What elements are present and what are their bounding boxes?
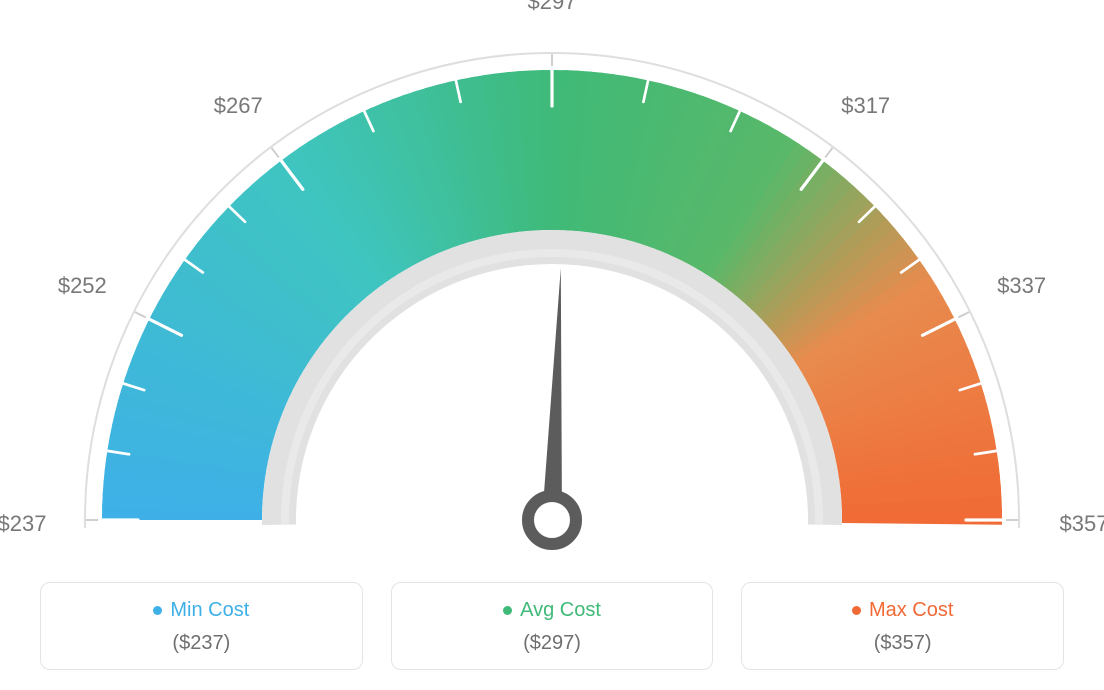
legend-text-max: Max Cost bbox=[869, 599, 953, 622]
gauge-tick-label: $252 bbox=[58, 273, 107, 299]
legend-label-max: Max Cost bbox=[852, 599, 953, 622]
legend-card-max: Max Cost ($357) bbox=[741, 582, 1064, 670]
cost-gauge-chart: $237 $252 $267 $297 $317 $337 $357 bbox=[0, 0, 1104, 560]
legend-label-avg: Avg Cost bbox=[503, 599, 601, 622]
legend-dot-min bbox=[153, 606, 162, 615]
legend-dot-avg bbox=[503, 606, 512, 615]
gauge-tick-label: $297 bbox=[528, 0, 577, 15]
legend-row: Min Cost ($237) Avg Cost ($297) Max Cost… bbox=[40, 582, 1064, 670]
gauge-tick-label: $337 bbox=[997, 273, 1046, 299]
legend-dot-max bbox=[852, 606, 861, 615]
legend-value-min: ($237) bbox=[51, 632, 352, 655]
legend-value-avg: ($297) bbox=[402, 632, 703, 655]
gauge-tick-label: $357 bbox=[1060, 511, 1104, 537]
gauge-tick-label: $317 bbox=[841, 93, 890, 119]
legend-card-min: Min Cost ($237) bbox=[40, 582, 363, 670]
gauge-tick-label: $237 bbox=[0, 511, 46, 537]
legend-text-min: Min Cost bbox=[170, 599, 249, 622]
legend-text-avg: Avg Cost bbox=[520, 599, 601, 622]
legend-card-avg: Avg Cost ($297) bbox=[391, 582, 714, 670]
gauge-tick-label: $267 bbox=[214, 93, 263, 119]
legend-label-min: Min Cost bbox=[153, 599, 249, 622]
gauge-svg bbox=[0, 0, 1104, 560]
legend-value-max: ($357) bbox=[752, 632, 1053, 655]
